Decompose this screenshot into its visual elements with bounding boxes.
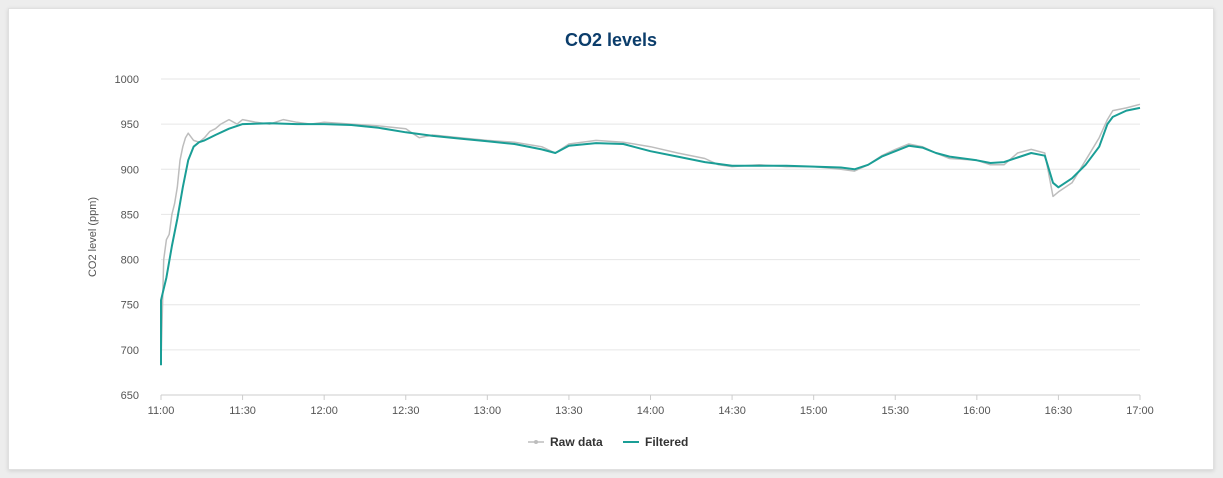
- x-tick-label: 13:00: [474, 405, 502, 417]
- y-tick-label: 900: [121, 164, 139, 176]
- x-tick-label: 15:00: [800, 405, 828, 417]
- x-tick-label: 11:30: [229, 405, 256, 417]
- x-tick-label: 14:30: [718, 405, 746, 417]
- legend-item-label[interactable]: Filtered: [645, 435, 688, 449]
- x-tick-label: 15:30: [881, 405, 909, 417]
- chart-card: CO2 levels 650 700 750 800 850 900 950 1000 11:…: [8, 8, 1214, 470]
- x-tick-label: 17:00: [1126, 405, 1154, 417]
- series-lines: [160, 103, 1141, 366]
- legend-item-label[interactable]: Raw data: [550, 435, 603, 449]
- series-line-raw-data: [160, 103, 1141, 364]
- y-tick-label: 700: [121, 345, 139, 357]
- x-tick-label: 16:30: [1045, 405, 1073, 417]
- series-line-filtered: [160, 106, 1141, 366]
- legend-marker: [534, 440, 538, 444]
- x-tick-label: 13:30: [555, 405, 583, 417]
- y-axis-label: CO2 level (ppm): [87, 197, 99, 277]
- x-tick-label: 14:00: [637, 405, 665, 417]
- y-tick-label: 950: [121, 119, 139, 131]
- x-axis-ticks: 11:00 11:30 12:00 12:30 13:00 13:30 14:00 14:30…: [148, 395, 1154, 417]
- y-tick-label: 750: [121, 300, 139, 312]
- x-tick-label: 11:00: [148, 405, 175, 417]
- co2-line-chart: CO2 levels 650 700 750 800 850 900 950 1000 11:…: [87, 30, 1154, 449]
- x-tick-label: 12:30: [392, 405, 420, 417]
- legend: Raw data Filtered: [528, 435, 688, 449]
- y-tick-label: 650: [121, 390, 139, 402]
- y-tick-label: 850: [121, 209, 139, 221]
- x-tick-label: 12:00: [310, 405, 338, 417]
- grid-lines: [161, 78, 1140, 396]
- y-axis-ticks: 650 700 750 800 850 900 950 1000: [115, 74, 139, 402]
- chart-title: CO2 levels: [565, 30, 657, 50]
- y-tick-label: 800: [121, 255, 139, 267]
- y-tick-label: 1000: [115, 74, 139, 86]
- x-tick-label: 16:00: [963, 405, 991, 417]
